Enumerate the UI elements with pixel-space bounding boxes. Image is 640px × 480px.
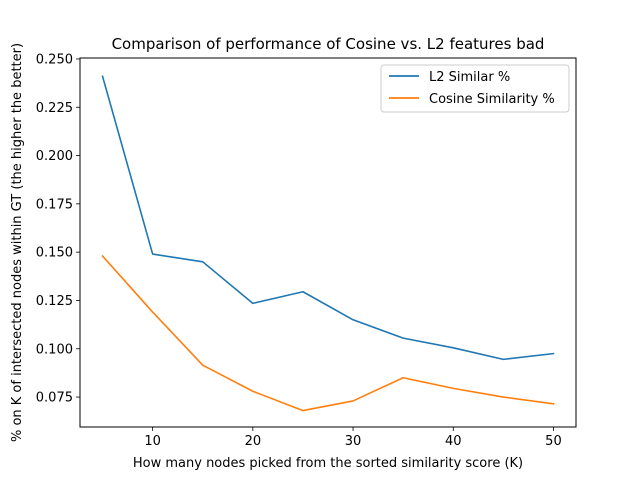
x-tick-label: 20 xyxy=(245,434,262,449)
x-tick-label: 50 xyxy=(545,434,562,449)
series-line-1 xyxy=(101,254,555,412)
y-tick-label: 0.225 xyxy=(36,101,73,116)
chart-title: Comparison of performance of Cosine vs. … xyxy=(112,35,545,53)
plot-frame xyxy=(79,57,577,428)
y-tick-label: 0.150 xyxy=(36,246,73,261)
x-axis-ticks: 10 20 30 40 50 xyxy=(144,427,562,449)
y-tick-label: 0.075 xyxy=(36,391,73,406)
y-axis-label: % on K of intersected nodes within GT (t… xyxy=(10,43,25,442)
y-tick-label: 0.250 xyxy=(36,52,73,67)
y-tick-label: 0.200 xyxy=(36,149,73,164)
legend-box xyxy=(380,64,570,113)
x-tick-label: 30 xyxy=(345,434,362,449)
x-tick-label: 10 xyxy=(144,434,161,449)
legend: L2 Similar % Cosine Similarity % xyxy=(380,64,570,113)
y-tick-label: 0.100 xyxy=(36,342,73,357)
series-line-0 xyxy=(101,75,555,361)
y-tick-label: 0.125 xyxy=(36,294,73,309)
x-tick-label: 40 xyxy=(445,434,462,449)
legend-label-l2: L2 Similar % xyxy=(429,70,510,85)
x-axis-label: How many nodes picked from the sorted si… xyxy=(133,456,523,471)
y-axis-ticks: 0.075 0.100 0.125 0.150 0.175 0.200 0.225 0.250 xyxy=(36,52,80,406)
y-tick-label: 0.175 xyxy=(36,197,73,212)
legend-label-cosine: Cosine Similarity % xyxy=(429,92,555,107)
plot-lines xyxy=(101,75,555,412)
